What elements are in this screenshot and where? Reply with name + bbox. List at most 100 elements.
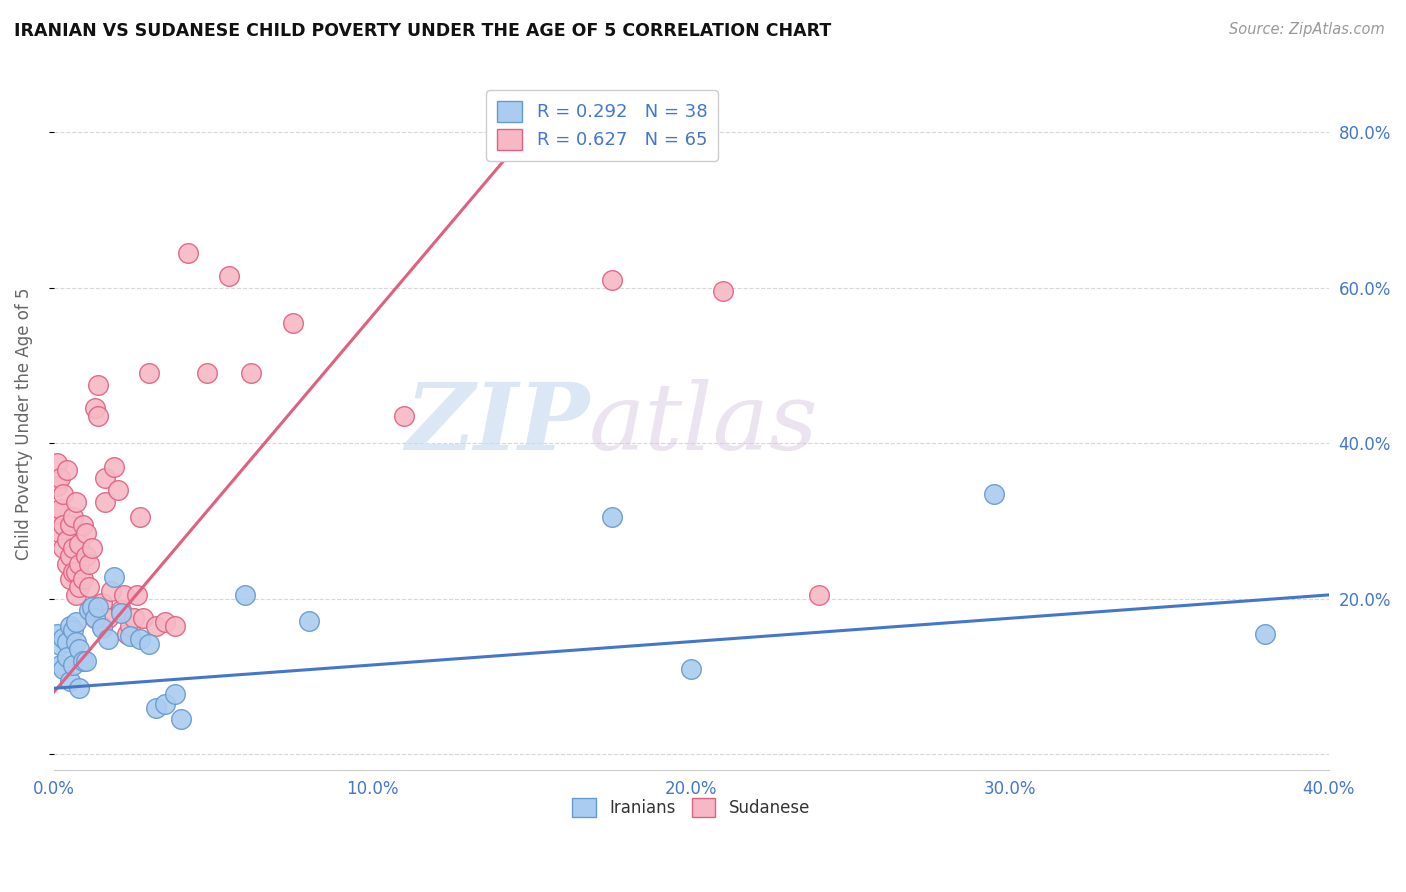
Point — [84, 401, 107, 416]
Point — [97, 611, 120, 625]
Point — [52, 487, 75, 501]
Point — [138, 637, 160, 651]
Point — [49, 502, 72, 516]
Point — [681, 662, 703, 676]
Point — [80, 599, 103, 614]
Point — [87, 409, 110, 423]
Point — [46, 456, 69, 470]
Point — [62, 623, 84, 637]
Point — [240, 366, 263, 380]
Point — [65, 634, 87, 648]
Point — [59, 619, 82, 633]
Point — [115, 627, 138, 641]
Point — [110, 603, 132, 617]
Point — [65, 494, 87, 508]
Point — [100, 584, 122, 599]
Point — [77, 603, 100, 617]
Point — [394, 409, 416, 423]
Point — [90, 619, 112, 633]
Point — [55, 463, 77, 477]
Point — [55, 634, 77, 648]
Point — [983, 487, 1005, 501]
Point — [125, 588, 148, 602]
Point — [65, 588, 87, 602]
Point — [600, 273, 623, 287]
Point — [155, 697, 177, 711]
Point — [59, 549, 82, 563]
Point — [75, 654, 97, 668]
Point — [75, 525, 97, 540]
Point — [107, 483, 129, 497]
Point — [218, 268, 240, 283]
Point — [103, 570, 125, 584]
Point — [52, 662, 75, 676]
Point — [59, 572, 82, 586]
Text: atlas: atlas — [589, 379, 818, 468]
Point — [84, 611, 107, 625]
Point — [46, 627, 69, 641]
Point — [233, 588, 256, 602]
Legend: Iranians, Sudanese: Iranians, Sudanese — [565, 791, 817, 824]
Text: ZIP: ZIP — [405, 379, 589, 468]
Point — [94, 471, 117, 485]
Point — [52, 541, 75, 556]
Point — [110, 606, 132, 620]
Point — [55, 557, 77, 571]
Point — [128, 510, 150, 524]
Point — [94, 494, 117, 508]
Point — [128, 632, 150, 647]
Point — [87, 599, 110, 614]
Point — [84, 611, 107, 625]
Point — [62, 541, 84, 556]
Point — [112, 588, 135, 602]
Point — [90, 596, 112, 610]
Point — [145, 700, 167, 714]
Point — [49, 471, 72, 485]
Point — [67, 642, 90, 657]
Point — [87, 377, 110, 392]
Point — [145, 619, 167, 633]
Point — [1254, 627, 1277, 641]
Point — [49, 525, 72, 540]
Y-axis label: Child Poverty Under the Age of 5: Child Poverty Under the Age of 5 — [15, 287, 32, 560]
Point — [59, 673, 82, 688]
Point — [46, 479, 69, 493]
Point — [72, 654, 94, 668]
Point — [55, 650, 77, 665]
Point — [77, 580, 100, 594]
Point — [195, 366, 218, 380]
Point — [67, 580, 90, 594]
Point — [67, 537, 90, 551]
Point — [62, 565, 84, 579]
Point — [49, 657, 72, 672]
Point — [62, 510, 84, 524]
Text: Source: ZipAtlas.com: Source: ZipAtlas.com — [1229, 22, 1385, 37]
Point — [711, 285, 734, 299]
Point — [807, 588, 830, 602]
Point — [103, 459, 125, 474]
Point — [80, 603, 103, 617]
Point — [72, 517, 94, 532]
Point — [46, 506, 69, 520]
Point — [52, 631, 75, 645]
Point — [72, 572, 94, 586]
Point — [62, 657, 84, 672]
Point — [298, 614, 321, 628]
Point — [122, 611, 145, 625]
Point — [77, 557, 100, 571]
Point — [65, 565, 87, 579]
Point — [120, 629, 142, 643]
Point — [281, 316, 304, 330]
Point — [67, 557, 90, 571]
Point — [49, 639, 72, 653]
Point — [155, 615, 177, 629]
Point — [52, 517, 75, 532]
Point — [177, 245, 200, 260]
Point — [65, 615, 87, 629]
Point — [170, 713, 193, 727]
Point — [90, 621, 112, 635]
Text: IRANIAN VS SUDANESE CHILD POVERTY UNDER THE AGE OF 5 CORRELATION CHART: IRANIAN VS SUDANESE CHILD POVERTY UNDER … — [14, 22, 831, 40]
Point — [75, 549, 97, 563]
Point — [97, 632, 120, 647]
Point — [600, 510, 623, 524]
